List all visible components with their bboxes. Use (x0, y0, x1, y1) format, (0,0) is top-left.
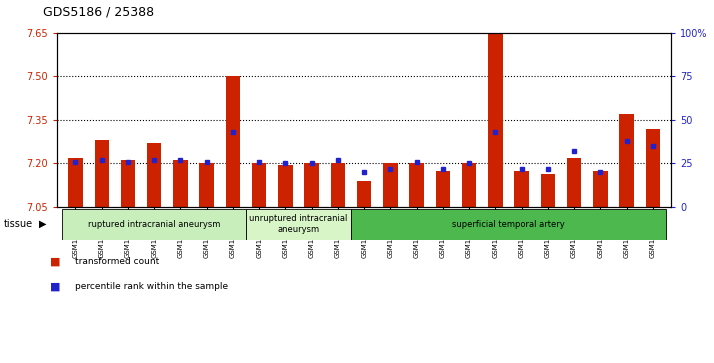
Bar (174, 160, 188, 207)
Text: ▶: ▶ (39, 219, 47, 229)
Text: unruptured intracranial
aneurysm: unruptured intracranial aneurysm (249, 215, 348, 234)
Text: superficial temporal artery: superficial temporal artery (452, 220, 565, 229)
Bar (62, 209, 246, 240)
Bar (645, 129, 660, 207)
Bar (69, 158, 83, 207)
Text: tissue: tissue (4, 219, 33, 229)
Bar (331, 163, 345, 207)
Text: GDS5186 / 25388: GDS5186 / 25388 (43, 5, 154, 18)
Bar (462, 163, 476, 207)
Bar (351, 209, 666, 240)
Bar (357, 181, 371, 207)
Bar (409, 163, 424, 207)
Bar (199, 163, 214, 207)
Bar (278, 165, 293, 207)
Bar (567, 158, 581, 207)
Bar (304, 163, 319, 207)
Bar (226, 76, 240, 207)
Bar (593, 171, 608, 207)
Bar (252, 163, 266, 207)
Text: ruptured intracranial aneurysm: ruptured intracranial aneurysm (88, 220, 221, 229)
Bar (488, 0, 503, 207)
Bar (514, 171, 529, 207)
Bar (121, 160, 135, 207)
Bar (619, 114, 634, 207)
Bar (147, 143, 161, 207)
Bar (436, 171, 450, 207)
Text: transformed count: transformed count (75, 257, 159, 266)
Text: percentile rank within the sample: percentile rank within the sample (75, 282, 228, 291)
Bar (94, 140, 109, 207)
Bar (540, 174, 555, 207)
Bar (383, 163, 398, 207)
Text: ■: ■ (50, 282, 61, 292)
Bar (246, 209, 351, 240)
Text: ■: ■ (50, 256, 61, 266)
